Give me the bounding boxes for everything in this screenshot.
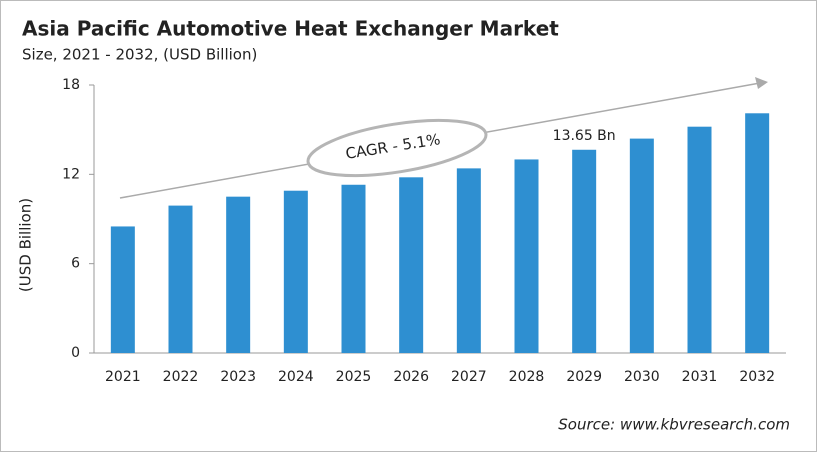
x-tick-label: 2030 — [624, 369, 660, 385]
bar — [341, 184, 366, 353]
bar — [514, 159, 539, 353]
y-tick-label: 12 — [62, 166, 80, 182]
bar — [283, 190, 308, 353]
chart-title: Asia Pacific Automotive Heat Exchanger M… — [22, 17, 559, 41]
bar — [745, 113, 770, 354]
bar — [226, 196, 251, 353]
source: Source: www.kbvresearch.com — [558, 416, 790, 434]
x-tick-label: 2027 — [451, 369, 487, 385]
arrow-head — [755, 77, 768, 89]
y-tick-label: 18 — [62, 77, 80, 93]
x-tick-label: 2025 — [336, 369, 372, 385]
x-tick-label: 2032 — [739, 369, 775, 385]
y-tick-label: 0 — [71, 345, 80, 361]
bar — [456, 168, 481, 353]
y-tick-label: 6 — [71, 256, 80, 272]
y-axis-title: (USD Billion) — [17, 198, 35, 292]
x-tick-label: 2029 — [566, 369, 602, 385]
x-tick-label: 2024 — [278, 369, 314, 385]
bar — [168, 205, 193, 353]
cagr-ellipse — [306, 118, 488, 178]
x-tick-label: 2031 — [682, 369, 718, 385]
x-tick-label: 2021 — [105, 369, 141, 385]
bar — [110, 226, 135, 353]
x-tick-label: 2023 — [220, 369, 256, 385]
bar — [399, 177, 424, 353]
chart-subtitle: Size, 2021 - 2032, (USD Billion) — [22, 46, 257, 64]
x-tick-label: 2022 — [163, 369, 199, 385]
bar — [629, 138, 654, 353]
x-tick-label: 2028 — [509, 369, 545, 385]
bar — [572, 149, 597, 353]
x-tick-label: 2026 — [393, 369, 429, 385]
value-label: 13.65 Bn — [553, 128, 616, 144]
bar — [687, 126, 712, 353]
